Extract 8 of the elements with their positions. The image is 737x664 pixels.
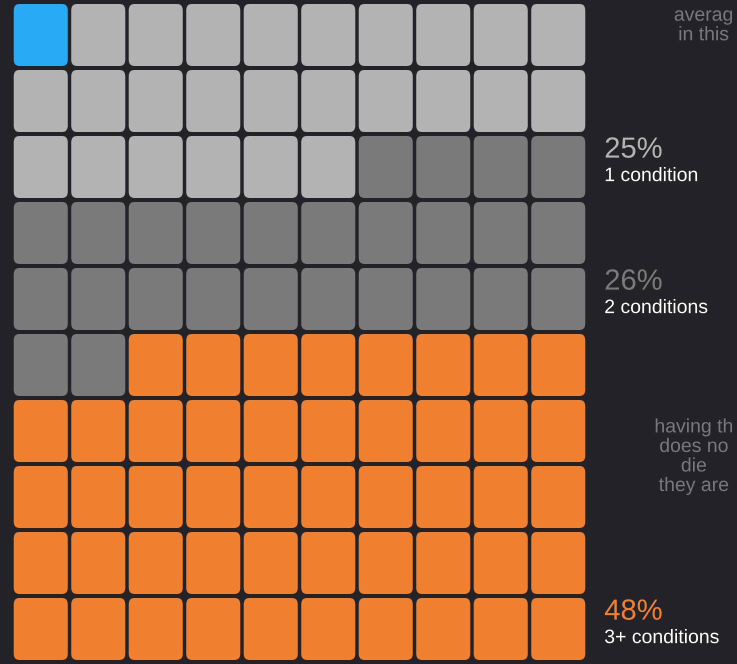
category-label: 1 condition — [606, 167, 698, 182]
category-label: 3+ conditions — [604, 629, 719, 644]
text: averag in this — [674, 10, 732, 40]
category-label: 2 conditions — [605, 299, 708, 314]
text: having th does no die they are — [656, 418, 732, 496]
data-label: 48% — [604, 599, 662, 620]
data-label: 25% — [606, 137, 662, 158]
data-label: 26% — [606, 269, 662, 290]
